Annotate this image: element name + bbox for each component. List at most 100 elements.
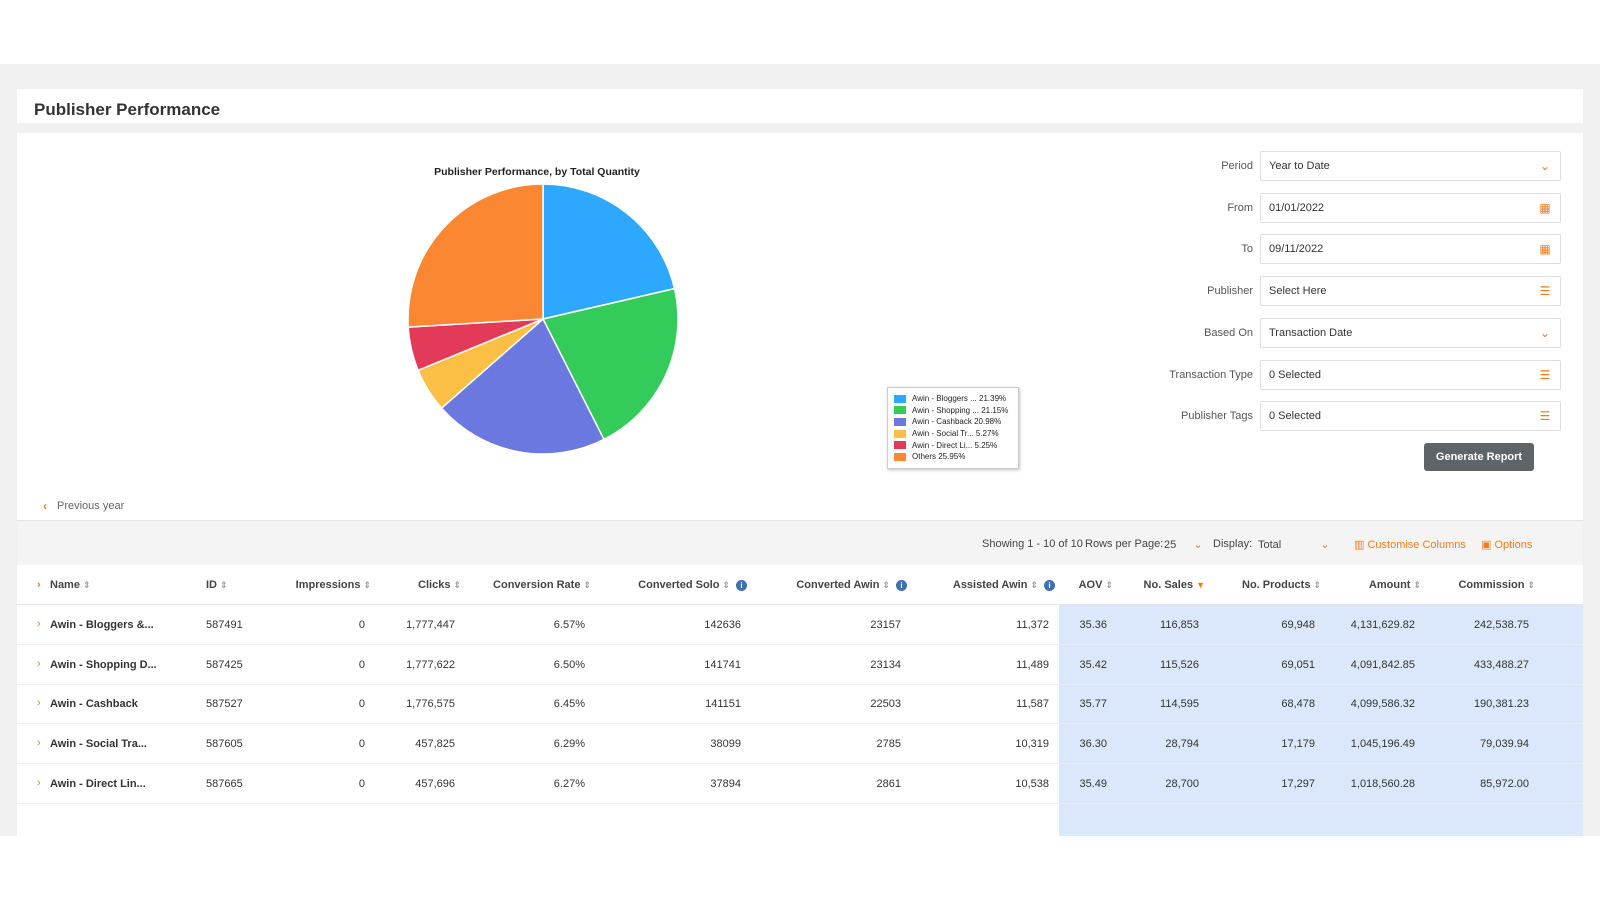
- column-header-aov[interactable]: AOV ⇕: [1063, 579, 1113, 591]
- sort-icon[interactable]: ⇕: [882, 580, 890, 590]
- sort-icon[interactable]: ⇕: [1413, 580, 1421, 590]
- filter-field[interactable]: 0 Selected ☰: [1260, 359, 1561, 390]
- expand-row-icon[interactable]: ›: [37, 618, 41, 630]
- column-header-impressions[interactable]: Impressions ⇕: [281, 579, 371, 591]
- sort-icon[interactable]: ⇕: [220, 580, 228, 590]
- display-value: Total: [1258, 539, 1282, 551]
- info-icon[interactable]: i: [736, 580, 747, 591]
- filter-value: 0 Selected: [1269, 368, 1321, 381]
- column-header-clicks[interactable]: Clicks ⇕: [381, 579, 461, 591]
- column-header-amount[interactable]: Amount ⇕: [1327, 579, 1421, 591]
- column-label: Commission: [1458, 579, 1525, 591]
- cell-assisted-awin: 11,489: [1016, 658, 1049, 671]
- cell-name[interactable]: Awin - Social Tra...: [50, 738, 147, 751]
- expand-row-icon[interactable]: ›: [37, 657, 41, 670]
- list-icon[interactable]: ☰: [1539, 367, 1551, 382]
- info-icon[interactable]: i: [896, 580, 907, 591]
- filter-field[interactable]: Year to Date ⌄: [1260, 151, 1561, 181]
- cell-assisted-awin: 10,319: [1015, 738, 1049, 751]
- pie-slice-0[interactable]: [542, 183, 676, 320]
- cell-name[interactable]: Awin - Direct Lin...: [50, 777, 146, 790]
- chevron-down-icon[interactable]: ⌄: [1539, 159, 1551, 173]
- expand-row-icon[interactable]: ›: [37, 737, 41, 750]
- list-icon[interactable]: ☰: [1539, 409, 1551, 424]
- filter-value: 09/11/2022: [1269, 243, 1324, 256]
- calendar-icon[interactable]: ▦: [1539, 242, 1551, 257]
- cell-name[interactable]: Awin - Cashback: [50, 698, 138, 711]
- table-row[interactable]: › Awin - Cashback 587527 0 1,776,575 6.45% 141…: [17, 684, 1583, 725]
- sort-icon[interactable]: ⇕: [722, 580, 730, 590]
- expand-row-icon[interactable]: ›: [37, 776, 41, 789]
- column-label: Converted Solo: [638, 579, 720, 591]
- cell-assisted-awin: 11,372: [1016, 619, 1049, 631]
- sort-icon[interactable]: ⇕: [1313, 580, 1321, 590]
- cell-name[interactable]: Awin - Shopping D...: [50, 658, 157, 671]
- column-header-name[interactable]: Name ⇕: [50, 579, 180, 591]
- legend-item[interactable]: Awin - Shopping ... 21.15%: [894, 405, 1018, 417]
- cell-no-products: 17,297: [1281, 777, 1315, 790]
- column-header-converted-solo[interactable]: Converted Solo ⇕ i: [597, 579, 747, 591]
- cell-clicks: 1,776,575: [406, 698, 455, 711]
- sort-icon[interactable]: ⇕: [583, 580, 591, 590]
- filter-row-publisher-tags: Publisher Tags 0 Selected ☰: [1067, 401, 1567, 433]
- cell-name[interactable]: Awin - Bloggers &...: [50, 619, 154, 631]
- column-header-no-products[interactable]: No. Products ⇕: [1217, 579, 1321, 591]
- sort-icon[interactable]: ⇕: [1105, 580, 1113, 590]
- generate-report-button[interactable]: Generate Report: [1424, 443, 1534, 471]
- legend-item[interactable]: Awin - Bloggers ... 21.39%: [894, 393, 1018, 405]
- cell-converted-solo: 141741: [704, 658, 741, 671]
- options-button[interactable]: ▣ Options: [1481, 538, 1532, 551]
- pie-slice-2[interactable]: [440, 317, 605, 455]
- sort-icon[interactable]: ⇕: [1527, 580, 1535, 590]
- column-label: ID: [206, 579, 217, 591]
- cell-clicks: 1,777,622: [406, 658, 455, 671]
- column-header-converted-awin[interactable]: Converted Awin ⇕ i: [757, 579, 907, 591]
- column-header-commission[interactable]: Commission ⇕: [1427, 579, 1535, 591]
- legend-item[interactable]: Awin - Cashback 20.98%: [894, 416, 1018, 428]
- column-header-id[interactable]: ID ⇕: [206, 579, 266, 591]
- cell-conversion-rate: 6.50%: [553, 658, 585, 671]
- sort-icon[interactable]: ⇕: [453, 580, 461, 590]
- display-select[interactable]: Total ⌄: [1258, 538, 1330, 551]
- page-title: Publisher Performance: [34, 100, 221, 119]
- table-row[interactable]: › Awin - Direct Lin... 587665 0 457,696 6.27%…: [17, 764, 1583, 804]
- column-header-no-sales[interactable]: No. Sales ▼: [1117, 579, 1205, 591]
- cell-id: 587665: [206, 777, 243, 790]
- legend-item[interactable]: Awin - Social Tr... 5.27%: [894, 428, 1018, 440]
- filter-row-period: Period Year to Date ⌄: [1067, 151, 1567, 183]
- column-header-assisted-awin[interactable]: Assisted Awin ⇕ i: [917, 579, 1055, 591]
- info-icon[interactable]: i: [1044, 580, 1055, 591]
- filter-field[interactable]: 09/11/2022 ▦: [1260, 234, 1561, 265]
- sort-desc-icon[interactable]: ▼: [1196, 580, 1205, 590]
- expand-all-icon[interactable]: ›: [37, 579, 41, 591]
- calendar-icon[interactable]: ▦: [1539, 200, 1551, 215]
- customise-columns-button[interactable]: ▥ Customise Columns: [1354, 538, 1466, 551]
- filter-field[interactable]: Select Here ☰: [1260, 276, 1561, 307]
- filter-field[interactable]: 01/01/2022 ▦: [1260, 192, 1561, 223]
- pie-slice-1[interactable]: [541, 287, 679, 441]
- chevron-down-icon[interactable]: ⌄: [1539, 325, 1551, 340]
- pie-slice-5[interactable]: [407, 183, 544, 328]
- table-row[interactable]: › Awin - Bloggers &... 587491 0 1,777,447 6.5…: [17, 605, 1583, 645]
- sort-icon[interactable]: ⇕: [82, 580, 91, 590]
- column-header-conversion-rate[interactable]: Conversion Rate ⇕: [473, 579, 591, 591]
- list-icon[interactable]: ☰: [1539, 284, 1551, 299]
- table-row[interactable]: › Awin - Shopping D... 587425 0 1,777,622 6.5…: [17, 645, 1583, 685]
- previous-year-link[interactable]: ‹ Previous year: [43, 499, 124, 513]
- expand-row-icon[interactable]: ›: [37, 697, 41, 710]
- table-row[interactable]: › Awin - Social Tra... 587605 0 457,825 6.29%…: [17, 724, 1583, 765]
- legend-item[interactable]: Awin - Direct Li... 5.25%: [894, 439, 1018, 451]
- legend-item[interactable]: Others 25.95%: [894, 451, 1018, 463]
- cell-converted-solo: 37894: [710, 777, 741, 790]
- filter-field[interactable]: Transaction Date ⌄: [1260, 317, 1561, 348]
- sort-icon[interactable]: ⇕: [363, 580, 371, 590]
- display-label: Display:: [1213, 538, 1253, 550]
- cell-aov: 36.30: [1079, 738, 1107, 751]
- cell-impressions: 0: [358, 698, 365, 711]
- filter-field[interactable]: 0 Selected ☰: [1260, 401, 1561, 432]
- highlighted-columns: [1059, 605, 1583, 836]
- cell-assisted-awin: 10,538: [1015, 777, 1049, 790]
- rows-per-page-select[interactable]: 25 ⌄: [1164, 538, 1203, 551]
- sort-icon[interactable]: ⇕: [1030, 580, 1038, 590]
- chevron-down-icon: ⌄: [1320, 539, 1330, 551]
